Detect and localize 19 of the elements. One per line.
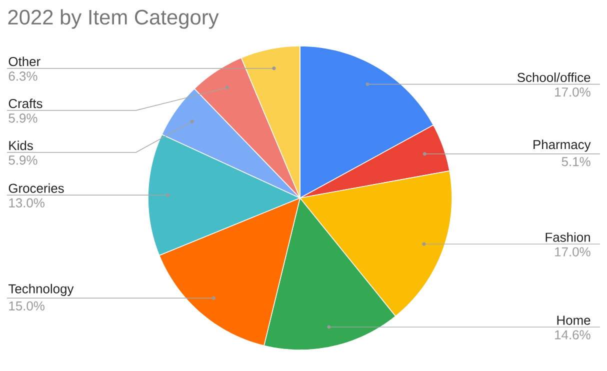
data-label: 5.1%: [562, 157, 590, 166]
slice-label: Other: [8, 56, 40, 66]
slice-label: Pharmacy: [534, 140, 591, 152]
data-label: 14.6%: [555, 330, 590, 340]
slice-label: Groceries: [8, 183, 64, 193]
slice-label: Technology: [8, 284, 74, 296]
chart-title: 2022 by Item Category: [8, 9, 219, 29]
data-label: 17.0%: [555, 247, 590, 256]
slice-label: Crafts: [8, 98, 42, 108]
slice-label: Home: [557, 316, 590, 325]
data-label: 15.0%: [9, 301, 44, 311]
data-label: 5.9%: [8, 156, 38, 165]
data-label: 6.3%: [8, 72, 38, 81]
data-label: 17.0%: [555, 87, 590, 97]
slice-label: Fashion: [546, 232, 590, 242]
data-label: 13.0%: [9, 198, 44, 208]
slice-label: School/office: [517, 72, 590, 82]
data-label: 5.9%: [8, 114, 38, 123]
slice-label: Kids: [9, 140, 33, 150]
